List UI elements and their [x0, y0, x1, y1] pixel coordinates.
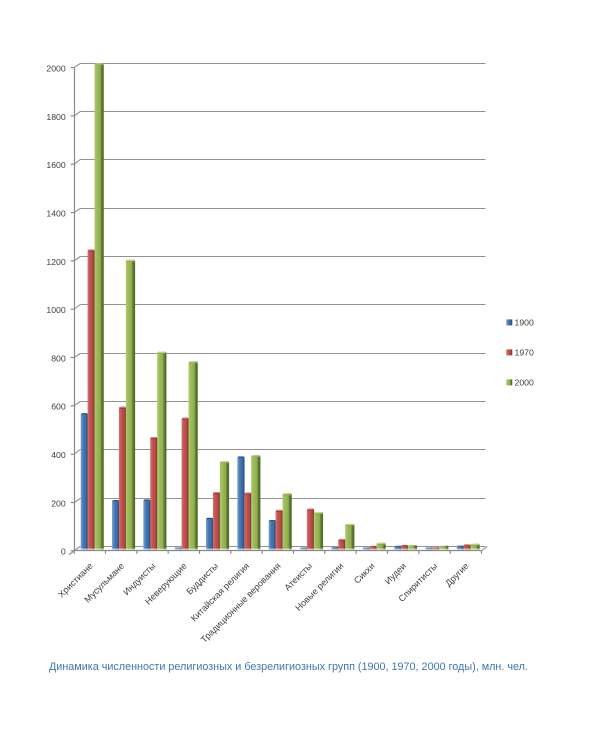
svg-text:600: 600: [51, 402, 66, 412]
svg-text:2000: 2000: [46, 64, 65, 74]
svg-text:Динамика численности религиозн: Динамика численности религиозных и безре…: [49, 661, 528, 673]
svg-text:200: 200: [51, 498, 66, 508]
svg-text:0: 0: [61, 547, 66, 557]
svg-text:1600: 1600: [46, 160, 65, 170]
svg-text:1800: 1800: [46, 112, 65, 122]
svg-text:2000: 2000: [515, 378, 534, 388]
svg-text:1970: 1970: [515, 348, 534, 358]
svg-text:1200: 1200: [46, 257, 65, 267]
svg-text:1400: 1400: [46, 209, 65, 219]
svg-text:1000: 1000: [46, 305, 65, 315]
svg-text:1900: 1900: [515, 318, 534, 328]
svg-text:400: 400: [51, 450, 66, 460]
svg-text:800: 800: [51, 353, 66, 363]
